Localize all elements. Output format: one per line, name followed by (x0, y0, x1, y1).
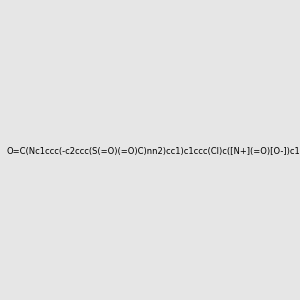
Text: O=C(Nc1ccc(-c2ccc(S(=O)(=O)C)nn2)cc1)c1ccc(Cl)c([N+](=O)[O-])c1: O=C(Nc1ccc(-c2ccc(S(=O)(=O)C)nn2)cc1)c1c… (7, 147, 300, 156)
